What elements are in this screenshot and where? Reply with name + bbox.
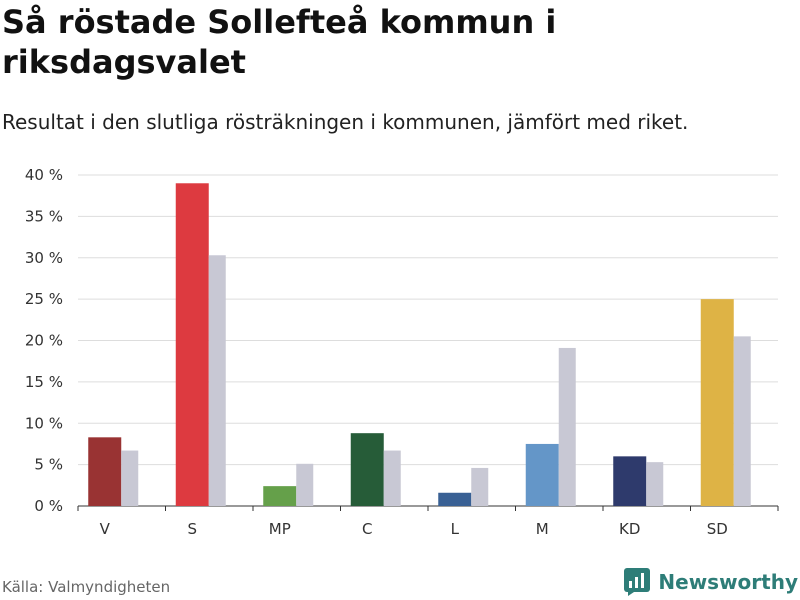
bar-riket-kd xyxy=(646,462,664,506)
source-note: Källa: Valmyndigheten xyxy=(2,578,171,596)
y-tick-label: 25 % xyxy=(25,290,63,308)
bar-kommun-m xyxy=(525,443,559,506)
bar-kommun-s xyxy=(175,183,209,506)
y-tick-label: 35 % xyxy=(25,207,63,225)
bar-riket-l xyxy=(471,467,489,506)
bar-kommun-l xyxy=(438,492,472,506)
x-tick-label: S xyxy=(187,520,197,538)
newsworthy-logo-icon xyxy=(624,568,651,596)
x-tick-label: C xyxy=(362,520,372,538)
y-tick-label: 40 % xyxy=(25,166,63,184)
bar-riket-s xyxy=(208,255,226,506)
y-tick-label: 10 % xyxy=(25,414,63,432)
bar-riket-sd xyxy=(733,336,751,506)
bar-riket-m xyxy=(558,347,576,506)
chart-title: Så röstade Sollefteå kommun i riksdagsva… xyxy=(2,3,557,81)
x-tick-label: V xyxy=(100,520,111,538)
x-tick-label: SD xyxy=(707,520,728,538)
bar-kommun-v xyxy=(88,437,122,506)
x-tick-label: MP xyxy=(269,520,291,538)
y-tick-label: 5 % xyxy=(34,456,63,474)
x-tick-label: L xyxy=(451,520,460,538)
brand-logo: Newsworthy xyxy=(624,568,798,596)
y-tick-label: 15 % xyxy=(25,373,63,391)
chart-subtitle: Resultat i den slutliga rösträkningen i … xyxy=(2,110,689,134)
x-tick-label: M xyxy=(536,520,549,538)
bar-kommun-sd xyxy=(700,299,734,506)
bar-riket-mp xyxy=(296,463,314,506)
bar-kommun-mp xyxy=(263,486,297,506)
y-tick-label: 0 % xyxy=(34,497,63,515)
bar-kommun-c xyxy=(350,433,384,506)
bar-riket-c xyxy=(383,450,401,506)
bar-kommun-kd xyxy=(613,456,647,506)
x-tick-label: KD xyxy=(619,520,640,538)
brand-name: Newsworthy xyxy=(658,570,798,594)
y-tick-label: 30 % xyxy=(25,249,63,267)
bar-chart: 0 % 5 % 10 % 15 % 20 % 25 % 30 % 35 % 40 % V S MP C L… xyxy=(25,166,779,538)
bar-riket-v xyxy=(121,450,139,506)
y-tick-label: 20 % xyxy=(25,332,63,350)
